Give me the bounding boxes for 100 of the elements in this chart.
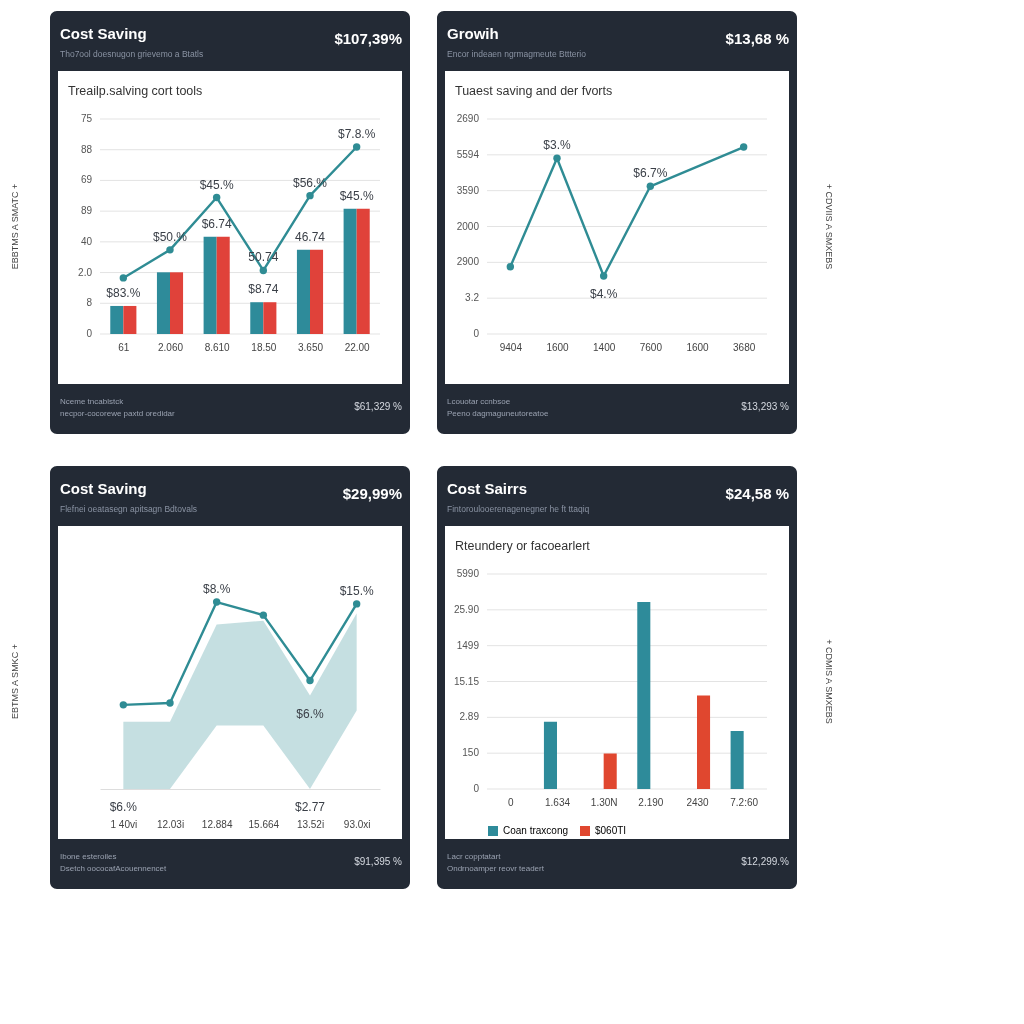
bar [343, 208, 357, 334]
legend-label: Coan traxcong [503, 825, 569, 836]
point [739, 143, 748, 151]
text: $12,299.% [741, 856, 790, 867]
x-tick-label: 22.00 [344, 341, 371, 353]
bar [310, 249, 324, 334]
text: Nceme tncablstck [60, 397, 125, 406]
annotation: $83.% [106, 285, 141, 300]
text: 150 [462, 747, 480, 759]
text: $91,395 % [354, 856, 403, 867]
x-tick-label: 12.884 [201, 818, 233, 830]
annotation: $3.% [543, 138, 571, 153]
bar [730, 731, 744, 789]
chart-title: Rteundery or facoearlert [455, 539, 591, 553]
text: 2690 [456, 113, 480, 124]
text: Tho7ool doesnugon grievemo a Btatls [60, 49, 204, 59]
point [212, 598, 221, 606]
text: Peeno dagmaguneutoreatoe [447, 409, 549, 418]
annotation: $6.% [109, 800, 138, 814]
text: Lcouotar ccnbsoe [447, 397, 511, 406]
x-tick-label: 0 [508, 796, 515, 808]
point [599, 272, 608, 280]
text: 3590 [456, 184, 480, 196]
text: Ondrnoamper reovr teadert [447, 864, 545, 873]
x-tick-label: 1.30N [590, 796, 618, 808]
text: 1499 [456, 639, 480, 651]
point [306, 191, 314, 200]
point [506, 262, 515, 271]
x-tick-label: 3680 [733, 341, 756, 353]
x-tick-label: 12.03i [156, 818, 185, 830]
text: 89 [80, 205, 93, 217]
text: $61,329 % [354, 401, 403, 412]
text: Cost Saving [60, 25, 147, 42]
annotation: $45.% [339, 188, 375, 203]
x-tick-label: 9404 [499, 341, 523, 353]
text: 15.15 [453, 675, 480, 687]
point [352, 143, 361, 151]
text: EBBTMS A SMATC + [10, 183, 20, 270]
x-tick-label: 1600 [546, 341, 570, 353]
x-tick-label: 2.190 [638, 796, 664, 808]
bar [250, 302, 264, 334]
x-tick-label: 1400 [593, 341, 616, 353]
text: 0 [473, 783, 480, 794]
text: Cost Sairrs [447, 480, 528, 497]
text: EBTMS A SMKC + [10, 644, 20, 719]
text: Fintoroulooerenagenegner he ft ttaqiq [447, 504, 590, 514]
x-tick-label: 13.52i [296, 818, 325, 830]
point [166, 699, 174, 707]
point [646, 182, 655, 191]
x-tick-label: 1.634 [544, 796, 571, 808]
bar [123, 305, 137, 334]
point [119, 274, 128, 282]
x-tick-label: 18.50 [251, 341, 277, 353]
x-tick-label: 7.2:60 [730, 796, 759, 808]
text: Encor indeaen ngrmagmeute Bttterio [447, 49, 587, 59]
text: 5594 [456, 148, 480, 160]
bar [263, 302, 277, 334]
text: 0 [86, 328, 93, 339]
legend-label: $060TI [595, 825, 627, 836]
text: 40 [80, 235, 93, 247]
text: 75 [80, 113, 93, 124]
text: 88 [80, 143, 93, 155]
text: 2.89 [459, 711, 480, 723]
point [553, 154, 561, 162]
annotation: $6.7% [633, 166, 668, 181]
x-tick-label: 3.650 [297, 341, 324, 353]
annotation: $8.74 [248, 282, 279, 297]
text: + CDVIIS A SMXEBS [824, 183, 834, 270]
text: $13,293 % [741, 401, 790, 412]
point [166, 246, 174, 254]
bar [356, 208, 370, 334]
bar [170, 272, 184, 334]
text: $107,39% [334, 30, 402, 47]
text: 0 [473, 328, 480, 339]
annotation: $45.% [199, 177, 235, 192]
bar [603, 753, 617, 789]
bar [697, 695, 711, 789]
annotation: $4.% [589, 287, 618, 302]
x-tick-label: 93.0xi [343, 818, 371, 830]
point [259, 266, 268, 275]
bar [543, 721, 557, 789]
x-tick-label: 15.664 [248, 818, 280, 830]
x-tick-label: 8.610 [204, 341, 231, 353]
text: Lacr copptatart [447, 852, 502, 861]
text: Ibone esteroiles [60, 852, 117, 861]
bar [156, 272, 170, 334]
text: 2900 [456, 256, 480, 268]
text: 3.2 [465, 292, 480, 304]
annotation: $15.% [339, 583, 375, 598]
text: 5990 [456, 568, 480, 579]
text: + CDMIS A SMXEBS [824, 639, 834, 724]
annotation: 46.74 [294, 229, 326, 244]
text: $13,68 % [725, 30, 789, 47]
bar [110, 305, 124, 334]
annotation: $6.74 [201, 216, 233, 231]
point [306, 676, 314, 685]
text: 2.0 [78, 266, 93, 278]
point [259, 611, 268, 619]
annotation: $6.% [296, 706, 324, 721]
x-tick-label: 7600 [639, 341, 663, 353]
